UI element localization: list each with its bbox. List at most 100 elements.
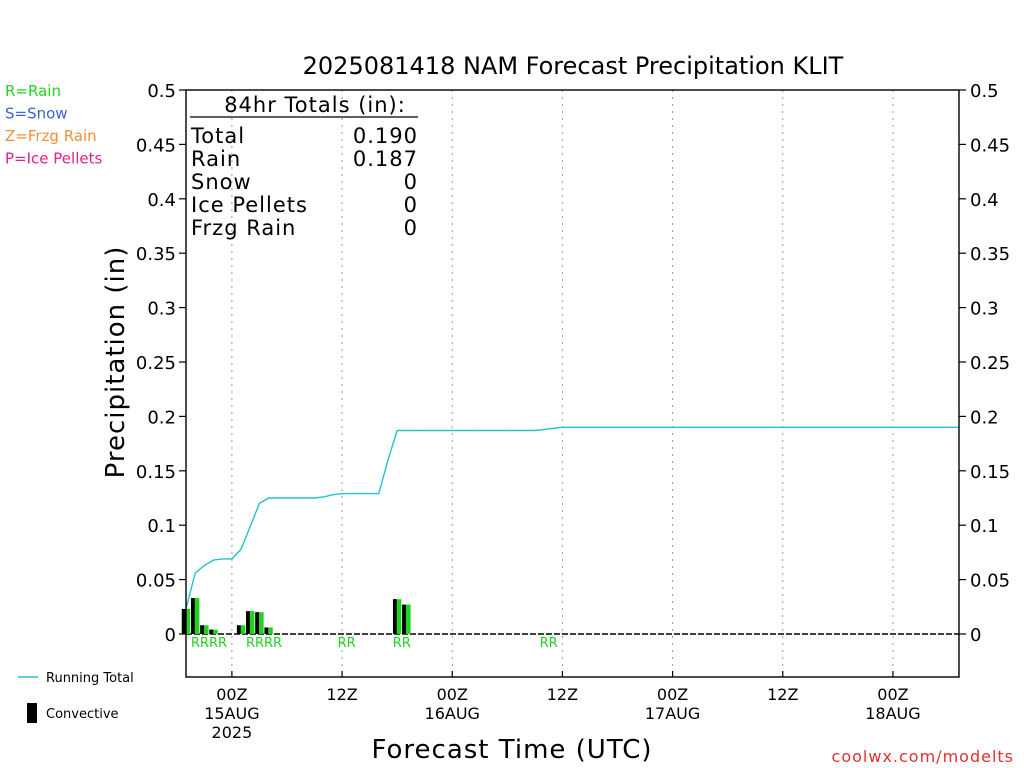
running-total-point xyxy=(212,559,215,561)
ytick-label-right: 0.2 xyxy=(970,407,999,428)
running-total-point xyxy=(644,426,646,428)
running-total-point xyxy=(313,497,316,499)
bar-convective-h2 xyxy=(190,598,195,634)
running-total-point xyxy=(919,426,922,428)
bar-convective-h7 xyxy=(236,625,241,634)
xtick-label: 17AUG xyxy=(645,704,700,723)
ptype-label: RRRR xyxy=(246,636,282,651)
ptype-legend-item: Z=Frzg Rain xyxy=(5,127,97,145)
ytick-label-left: 0.45 xyxy=(136,135,176,156)
hourly-precip-bars xyxy=(181,598,411,634)
plot-frame xyxy=(185,89,960,678)
bar-total-h24 xyxy=(392,599,402,634)
ytick-label-right: 0.1 xyxy=(970,516,999,537)
chart-title: 2025081418 NAM Forecast Precipitation KL… xyxy=(303,52,844,80)
running-total-point xyxy=(295,497,297,499)
vertical-gridlines xyxy=(231,90,894,677)
ytick-label-left: 0.05 xyxy=(136,571,176,592)
ytick-label-right: 0.5 xyxy=(970,81,999,102)
running-total-point xyxy=(203,564,205,567)
xtick-label: 2025 xyxy=(212,723,253,742)
plot-border xyxy=(185,89,960,678)
running-total-point xyxy=(442,429,444,432)
running-total-point xyxy=(424,429,426,432)
ytick-label-left: 0.5 xyxy=(147,81,176,102)
ptype-label: RR xyxy=(540,636,558,651)
running-total-point xyxy=(341,493,343,495)
running-total-point xyxy=(258,502,261,505)
ytick-label-left: 0.25 xyxy=(136,353,176,374)
source-credit: coolwx.com/modelts xyxy=(832,747,1014,766)
ytick-label-right: 0.35 xyxy=(970,244,1010,265)
bar-total-h2 xyxy=(190,598,200,634)
running-total-point xyxy=(699,426,701,428)
totals-row-label: Ice Pellets xyxy=(191,193,308,217)
running-total-point xyxy=(277,497,279,499)
running-total-point xyxy=(892,426,894,428)
bar-total-h3 xyxy=(200,625,209,634)
xtick-label: 12Z xyxy=(767,685,798,704)
totals-heading: 84hr Totals (in): xyxy=(224,93,406,117)
xtick-label: 00Z xyxy=(877,685,908,704)
ptype-legend-item: R=Rain xyxy=(5,82,61,100)
running-total-point xyxy=(561,426,564,428)
bar-convective-h3 xyxy=(200,625,204,634)
totals-row-label: Snow xyxy=(191,170,252,194)
convective-legend-swatch xyxy=(27,703,37,723)
ytick-label-left: 0.15 xyxy=(136,462,176,483)
running-total-line xyxy=(185,426,959,610)
bar-convective-h1 xyxy=(181,608,186,634)
xtick-label: 16AUG xyxy=(425,704,480,723)
running-total-point xyxy=(947,426,949,428)
bar-convective-h25 xyxy=(402,604,406,634)
running-total-point xyxy=(286,497,288,499)
ptype-labels: RRRR RRRR RR RR RR xyxy=(191,636,558,651)
xtick-label: 00Z xyxy=(216,685,247,704)
bar-total-h10 xyxy=(264,627,273,634)
ytick-label-left: 0.35 xyxy=(136,244,176,265)
ytick-label-right: 0.45 xyxy=(970,135,1010,156)
bar-convective-h8 xyxy=(246,611,250,634)
running-total-point xyxy=(534,429,536,432)
running-total-point xyxy=(809,426,811,428)
running-total-point xyxy=(433,429,435,432)
bar-total-h8 xyxy=(246,611,255,634)
running-total-point xyxy=(671,426,674,428)
totals-row-value: 0 xyxy=(404,216,418,240)
ytick-label-left: 0.3 xyxy=(147,299,176,320)
ptype-label: RRRR xyxy=(191,636,227,651)
xtick-label: 00Z xyxy=(657,685,688,704)
convective-legend-label: Convective xyxy=(46,707,119,722)
running-total-point xyxy=(350,493,352,495)
running-total-point xyxy=(837,426,839,428)
ytick-label-left: 0.4 xyxy=(147,190,176,211)
ytick-label-left: 0.1 xyxy=(147,516,176,537)
running-total-point xyxy=(304,497,306,499)
legend: R=Rain S=Snow Z=Frzg Rain P=Ice Pellets Runn… xyxy=(5,82,134,723)
running-total-point xyxy=(754,426,756,428)
totals-row-label: Frzg Rain xyxy=(191,216,296,240)
totals-row-label: Rain xyxy=(191,147,241,171)
running-total-point xyxy=(727,426,729,428)
totals-box: 84hr Totals (in): Total 0.190 Rain 0.187 Snow… xyxy=(190,93,418,240)
running-total-point xyxy=(589,426,591,428)
running-total-point xyxy=(451,429,453,432)
running-total-point xyxy=(405,429,407,432)
running-total-point xyxy=(506,429,508,432)
bar-total-h9 xyxy=(255,612,264,634)
xtick-label: 18AUG xyxy=(865,704,920,723)
ytick-label-right: 0.3 xyxy=(970,299,999,320)
ytick-label-left: 0 xyxy=(165,625,176,646)
running-total-point xyxy=(359,493,362,495)
ytick-label-right: 0.15 xyxy=(970,462,1010,483)
totals-row-value: 0.190 xyxy=(353,124,418,148)
totals-row-label: Total xyxy=(190,124,245,148)
running-total-point xyxy=(323,496,325,498)
ptype-legend-item: P=Ice Pellets xyxy=(5,150,102,168)
running-total-point xyxy=(396,429,398,432)
running-total-point xyxy=(864,426,866,428)
ytick-label-right: 0.4 xyxy=(970,190,999,211)
ytick-label-right: 0 xyxy=(970,625,981,646)
